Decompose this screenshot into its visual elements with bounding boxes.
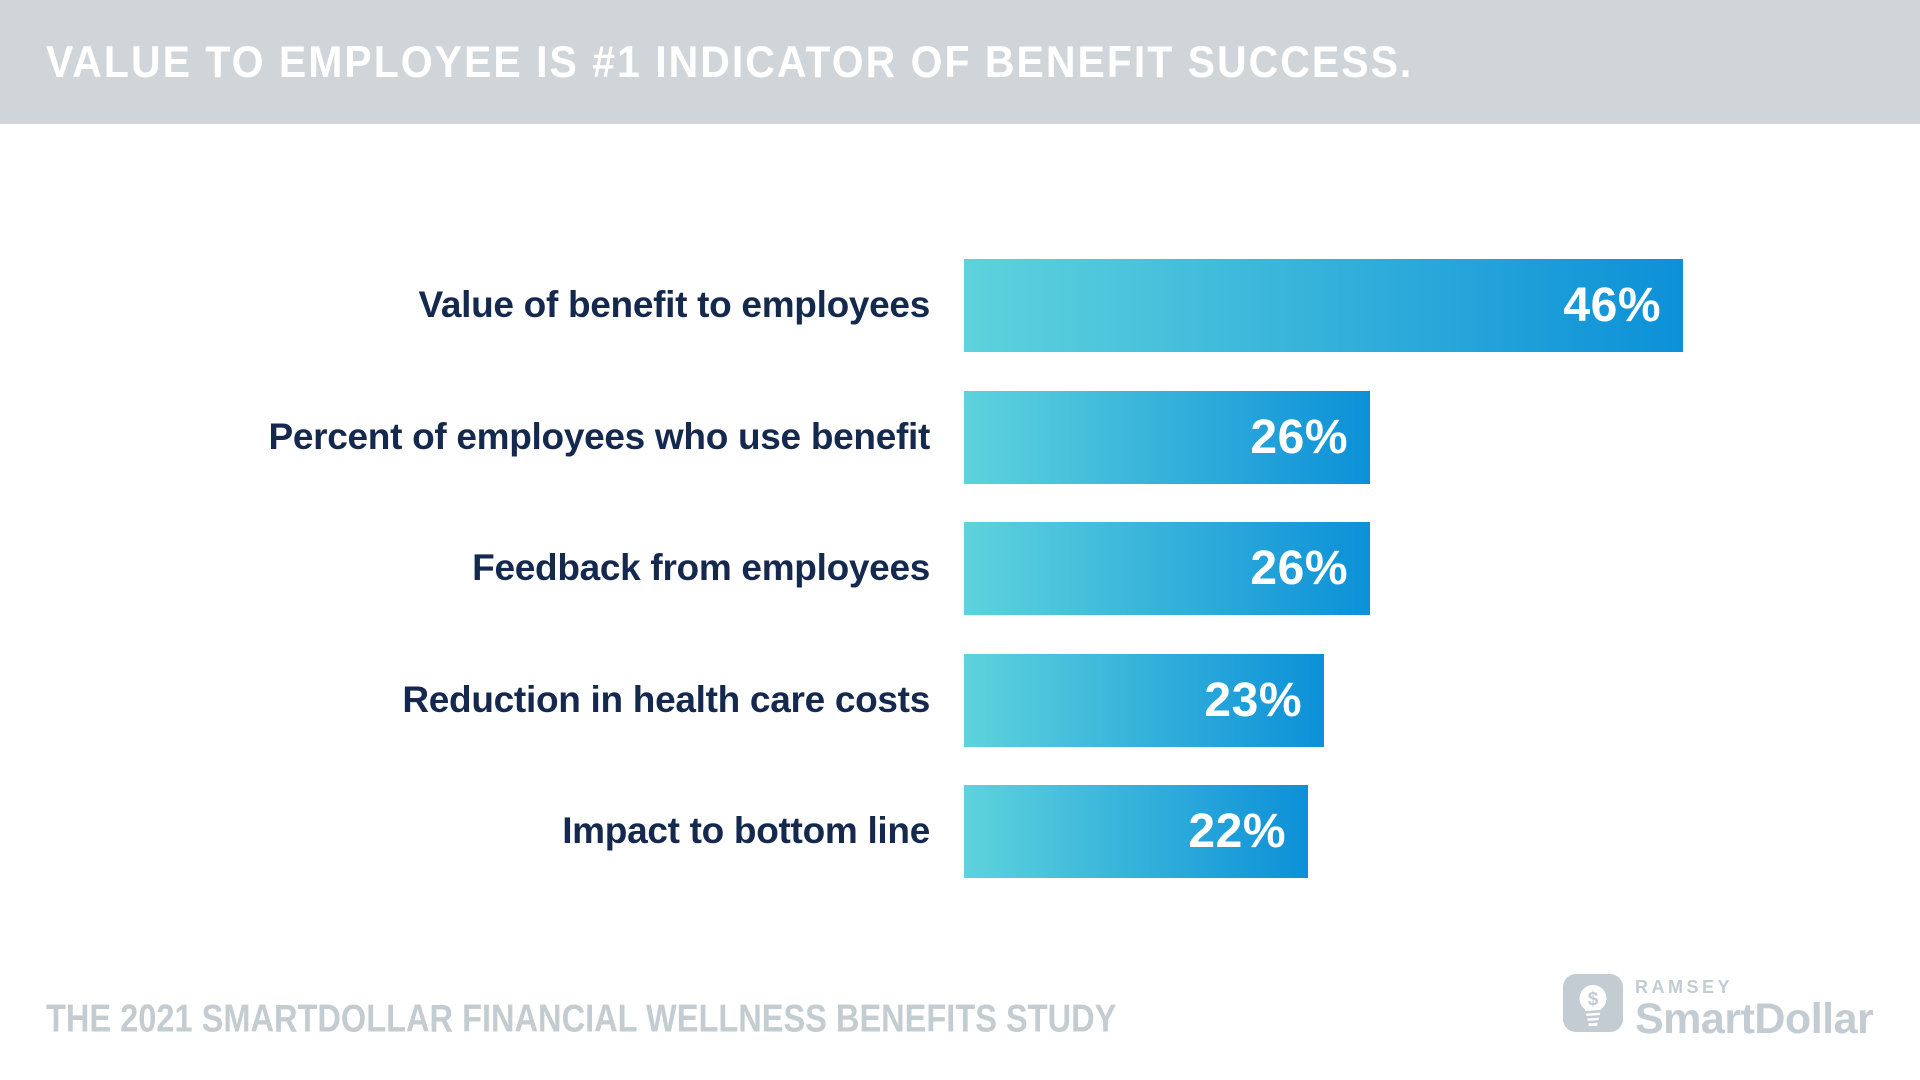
bar-value-label: 22% <box>1188 805 1286 858</box>
bar-row: Feedback from employees 26% <box>0 522 1920 615</box>
bar-label: Value of benefit to employees <box>418 284 931 326</box>
bar: 22% <box>964 785 1308 878</box>
bar-row: Impact to bottom line 22% <box>0 785 1920 878</box>
bar: 23% <box>964 653 1324 747</box>
bar-value-label: 26% <box>1250 410 1348 464</box>
bar-track: 22% <box>964 785 1308 878</box>
brand-smartdollar-label: SmartDollar <box>1635 995 1874 1043</box>
bar: 26% <box>964 390 1370 484</box>
brand-logo-text: RAMSEY SmartDollar <box>1635 974 1874 1043</box>
bar-track: 26% <box>964 390 1370 484</box>
bar: 46% <box>964 259 1683 352</box>
bar-track: 26% <box>964 522 1370 615</box>
bar-label: Feedback from employees <box>472 547 930 589</box>
bar-row: Percent of employees who use benefit 26% <box>0 390 1920 484</box>
bar: 26% <box>964 522 1370 615</box>
bar-label: Impact to bottom line <box>562 810 930 852</box>
header-banner: VALUE TO EMPLOYEE IS #1 INDICATOR OF BEN… <box>0 0 1920 124</box>
brand-ramsey-label: RAMSEY <box>1635 977 1734 997</box>
bar-chart: Value of benefit to employees 46% Percen… <box>0 259 1920 878</box>
source-note: THE 2021 SMARTDOLLAR FINANCIAL WELLNESS … <box>46 996 1117 1040</box>
brand-logo: $ RAMSEY SmartDollar <box>1563 974 1874 1043</box>
bar-row: Value of benefit to employees 46% <box>0 259 1920 352</box>
bar-track: 46% <box>964 259 1683 352</box>
bar-track: 23% <box>964 653 1324 747</box>
bar-value-label: 26% <box>1250 542 1348 595</box>
bar-label: Reduction in health care costs <box>402 678 930 720</box>
bar-value-label: 46% <box>1563 279 1661 332</box>
bar-label: Percent of employees who use benefit <box>268 415 930 457</box>
bar-value-label: 23% <box>1204 673 1302 727</box>
bar-row: Reduction in health care costs 23% <box>0 653 1920 747</box>
lightbulb-dollar-icon: $ <box>1563 974 1623 1032</box>
page-title: VALUE TO EMPLOYEE IS #1 INDICATOR OF BEN… <box>46 36 1414 87</box>
svg-text:$: $ <box>1588 989 1599 1010</box>
